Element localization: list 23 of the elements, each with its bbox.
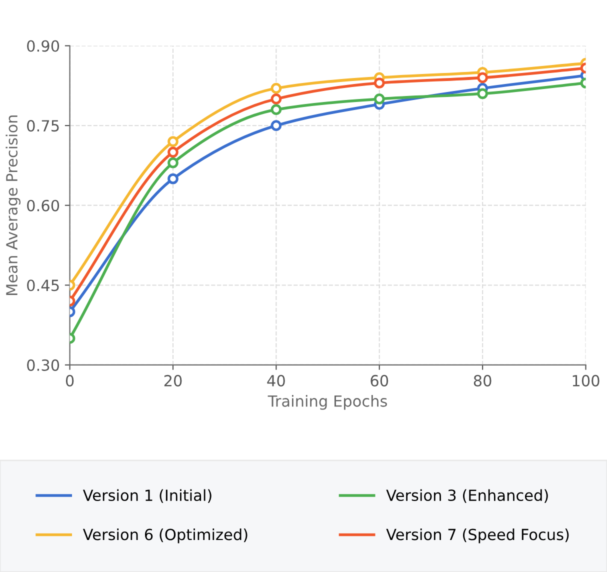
y-tick-label: 0.75 [27,120,59,132]
x-tick-label: 40 [267,374,285,386]
point [270,104,282,116]
point [270,120,282,131]
legend-label: Version 3 (Enhanced) [386,489,548,503]
x-tick-label: 100 [572,374,600,386]
x-tick-label: 20 [164,374,182,386]
y-tick-label: 0.90 [27,40,60,52]
x-tick-label: 80 [474,374,492,386]
y-tick-label: 0.45 [27,280,59,292]
x-tick-label: 0 [66,374,74,386]
point [270,82,282,94]
y-tick-label: 0.60 [27,200,60,212]
x-axis-title: Training Epochs [268,395,387,410]
point [374,94,385,104]
point [374,78,385,88]
point [270,94,282,104]
legend-label: Version 1 (Initial) [82,489,212,503]
y-axis-title: Mean Average Precision [6,116,21,295]
legend-label: Version 6 (Optimized) [82,528,248,544]
legend-label: Version 7 (Speed Focus) [386,528,569,544]
y-tick-label: 0.30 [27,359,60,371]
x-tick-label: 60 [370,374,388,386]
